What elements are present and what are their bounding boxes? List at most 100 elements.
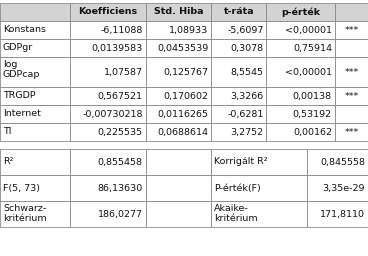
Bar [70, 57, 146, 87]
Text: 0,170602: 0,170602 [163, 91, 208, 101]
Bar [0, 39, 70, 57]
Text: 0,0139583: 0,0139583 [92, 44, 143, 52]
Text: Korrigált R²: Korrigált R² [214, 157, 268, 166]
Text: 3,2752: 3,2752 [230, 127, 263, 136]
Text: 3,35e-29: 3,35e-29 [323, 184, 365, 193]
Text: t-ráta: t-ráta [223, 7, 254, 16]
Bar [335, 3, 368, 21]
Bar [211, 175, 307, 201]
Bar [70, 201, 146, 227]
Text: 0,225535: 0,225535 [98, 127, 143, 136]
Text: 1,07587: 1,07587 [104, 68, 143, 77]
Bar [211, 149, 307, 175]
Bar [70, 87, 146, 105]
Text: Konstans: Konstans [3, 26, 46, 35]
Bar [70, 149, 146, 175]
Text: 86,13630: 86,13630 [98, 184, 143, 193]
Text: -5,6097: -5,6097 [227, 26, 263, 35]
Bar [335, 21, 368, 39]
Bar [307, 201, 368, 227]
Bar [266, 105, 335, 123]
Text: 0,567521: 0,567521 [98, 91, 143, 101]
Text: -0,6281: -0,6281 [227, 110, 263, 119]
Bar [335, 57, 368, 87]
Bar [70, 175, 146, 201]
Text: 0,00138: 0,00138 [293, 91, 332, 101]
Text: 0,00162: 0,00162 [293, 127, 332, 136]
Bar [266, 39, 335, 57]
Bar [335, 123, 368, 141]
Text: ***: *** [344, 26, 358, 35]
Text: Std. Hiba: Std. Hiba [154, 7, 203, 16]
Text: Koefficiens: Koefficiens [78, 7, 138, 16]
Bar [266, 87, 335, 105]
Bar [0, 21, 70, 39]
Bar [307, 175, 368, 201]
Bar [335, 105, 368, 123]
Text: <0,00001: <0,00001 [285, 68, 332, 77]
Text: <0,00001: <0,00001 [285, 26, 332, 35]
Text: 0,855458: 0,855458 [98, 157, 143, 166]
Text: 171,8110: 171,8110 [320, 209, 365, 219]
Bar [146, 149, 211, 175]
Text: 0,125767: 0,125767 [163, 68, 208, 77]
Text: 186,0277: 186,0277 [98, 209, 143, 219]
Bar [70, 39, 146, 57]
Bar [146, 175, 211, 201]
Bar [146, 39, 211, 57]
Text: 0,53192: 0,53192 [293, 110, 332, 119]
Bar [211, 57, 266, 87]
Text: p-érték: p-érték [281, 7, 320, 17]
Bar [0, 149, 70, 175]
Bar [335, 39, 368, 57]
Text: log
GDPcap: log GDPcap [3, 60, 40, 79]
Text: Internet: Internet [3, 110, 41, 119]
Text: 8,5545: 8,5545 [230, 68, 263, 77]
Bar [0, 87, 70, 105]
Text: ***: *** [344, 68, 358, 77]
Bar [0, 57, 70, 87]
Bar [307, 149, 368, 175]
Bar [266, 57, 335, 87]
Bar [146, 21, 211, 39]
Bar [146, 201, 211, 227]
Bar [266, 123, 335, 141]
Bar [211, 3, 266, 21]
Bar [70, 105, 146, 123]
Text: Schwarz-
kritérium: Schwarz- kritérium [3, 204, 47, 223]
Text: 1,08933: 1,08933 [169, 26, 208, 35]
Bar [146, 87, 211, 105]
Bar [146, 3, 211, 21]
Bar [211, 201, 307, 227]
Text: ***: *** [344, 91, 358, 101]
Text: -6,11088: -6,11088 [100, 26, 143, 35]
Bar [211, 87, 266, 105]
Text: 0,0453539: 0,0453539 [157, 44, 208, 52]
Text: 3,3266: 3,3266 [230, 91, 263, 101]
Text: 0,75914: 0,75914 [293, 44, 332, 52]
Text: F(5, 73): F(5, 73) [3, 184, 40, 193]
Text: 0,845558: 0,845558 [320, 157, 365, 166]
Bar [266, 3, 335, 21]
Bar [211, 123, 266, 141]
Bar [0, 3, 70, 21]
Text: TRGDP: TRGDP [3, 91, 36, 101]
Text: TI: TI [3, 127, 11, 136]
Bar [266, 21, 335, 39]
Text: R²: R² [3, 157, 14, 166]
Bar [0, 175, 70, 201]
Text: GDPgr: GDPgr [3, 44, 33, 52]
Bar [211, 21, 266, 39]
Bar [146, 57, 211, 87]
Bar [0, 105, 70, 123]
Bar [70, 3, 146, 21]
Bar [146, 123, 211, 141]
Bar [211, 39, 266, 57]
Text: 0,0116265: 0,0116265 [157, 110, 208, 119]
Text: 0,3078: 0,3078 [230, 44, 263, 52]
Text: 0,0688614: 0,0688614 [157, 127, 208, 136]
Text: P-érték(F): P-érték(F) [214, 184, 261, 193]
Text: -0,00730218: -0,00730218 [82, 110, 143, 119]
Bar [146, 105, 211, 123]
Text: Akaike-
kritérium: Akaike- kritérium [214, 204, 258, 223]
